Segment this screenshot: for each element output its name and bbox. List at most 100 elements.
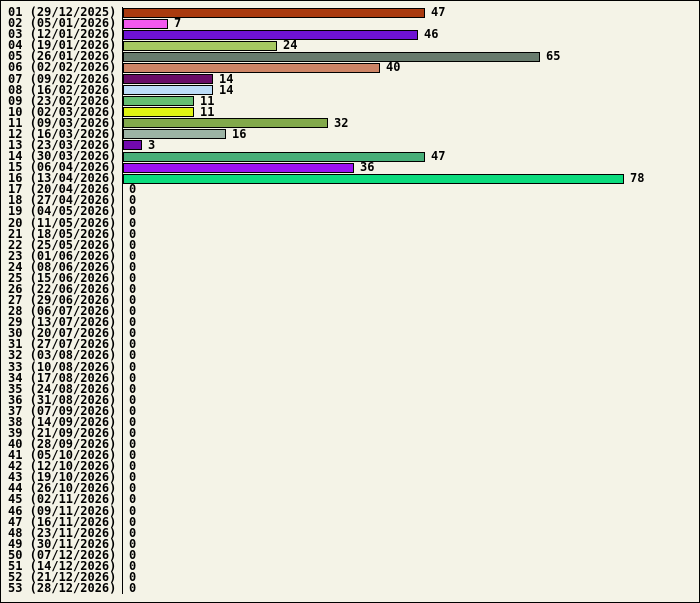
value-label: 3: [148, 137, 156, 152]
bar-area: 0: [122, 493, 699, 506]
week-label: 46 (09/11/2026): [8, 503, 117, 518]
value-label: 0: [129, 182, 137, 197]
bar-area: 0: [122, 558, 699, 573]
chart-row: 24 (08/06/2026) 0: [1, 259, 699, 274]
value-bar: [123, 140, 142, 151]
chart-row: 05 (26/01/2026) 65: [1, 49, 699, 64]
bar-area: 0: [122, 361, 699, 373]
week-label: 13 (23/03/2026): [8, 137, 117, 152]
value-label: 0: [129, 536, 137, 551]
value-label: 0: [129, 304, 137, 319]
value-label: 0: [129, 281, 137, 296]
week-label: 05 (26/01/2026): [8, 49, 117, 64]
bar-area: 24: [122, 38, 699, 53]
bar-area: 0: [122, 239, 699, 251]
value-bar: [123, 151, 425, 162]
bar-area: 78: [122, 172, 699, 185]
value-label: 47: [431, 149, 446, 164]
value-label: 36: [360, 160, 375, 175]
chart-row: 52 (21/12/2026) 0: [1, 571, 699, 584]
bar-area: 0: [122, 470, 699, 485]
bar-area: 0: [122, 272, 699, 284]
chart-row: 43 (19/10/2026) 0: [1, 470, 699, 485]
chart-row: 15 (06/04/2026) 36: [1, 160, 699, 175]
week-label: 24 (08/06/2026): [8, 259, 117, 274]
value-label: 0: [129, 226, 137, 241]
chart-row: 47 (16/11/2026) 0: [1, 514, 699, 529]
bar-area: 0: [122, 293, 699, 308]
bar-area: 3: [122, 137, 699, 152]
value-label: 0: [129, 437, 137, 452]
bar-area: 14: [122, 73, 699, 85]
chart-row: 41 (05/10/2026) 0: [1, 449, 699, 462]
week-label: 08 (16/02/2026): [8, 82, 117, 97]
bar-area: 0: [122, 337, 699, 352]
bar-area: 0: [122, 372, 699, 384]
chart-row: 30 (20/07/2026) 0: [1, 326, 699, 341]
chart-row: 09 (23/02/2026) 11: [1, 93, 699, 108]
value-label: 0: [129, 381, 137, 396]
chart-row: 29 (13/07/2026) 0: [1, 315, 699, 330]
chart-row: 39 (21/09/2026) 0: [1, 426, 699, 440]
value-label: 0: [129, 337, 137, 352]
value-label: 0: [129, 204, 137, 219]
week-label: 10 (02/03/2026): [8, 104, 117, 119]
value-label: 0: [129, 547, 137, 562]
bar-area: 0: [122, 426, 699, 440]
chart-row: 33 (10/08/2026) 0: [1, 361, 699, 373]
chart-row: 48 (23/11/2026) 0: [1, 525, 699, 540]
chart-row: 16 (13/04/2026) 78: [1, 172, 699, 185]
week-label: 50 (07/12/2026): [8, 547, 117, 562]
value-label: 0: [129, 326, 137, 341]
week-label: 02 (05/01/2026): [8, 16, 117, 31]
week-label: 20 (11/05/2026): [8, 215, 117, 230]
value-bar: [123, 51, 540, 62]
week-label: 39 (21/09/2026): [8, 426, 117, 440]
week-label: 09 (23/02/2026): [8, 93, 117, 108]
value-label: 0: [129, 558, 137, 573]
value-label: 0: [129, 426, 137, 440]
chart-row: 44 (26/10/2026) 0: [1, 482, 699, 495]
chart-row: 53 (28/12/2026) 0: [1, 582, 699, 595]
bar-area: 47: [122, 5, 699, 20]
value-label: 47: [431, 5, 446, 20]
bar-area: 0: [122, 315, 699, 330]
bar-area: 65: [122, 50, 699, 63]
chart-row: 45 (02/11/2026) 0: [1, 493, 699, 506]
value-label: 0: [129, 470, 137, 485]
value-label: 16: [232, 126, 247, 141]
bar-area: 0: [122, 571, 699, 584]
bar-area: 0: [122, 394, 699, 406]
chart-row: 22 (25/05/2026) 0: [1, 237, 699, 252]
week-label: 40 (28/09/2026): [8, 437, 117, 452]
week-label: 22 (25/05/2026): [8, 237, 117, 252]
value-bar: [123, 129, 226, 140]
bar-area: 40: [122, 61, 699, 74]
value-label: 24: [283, 38, 298, 53]
week-label: 19 (04/05/2026): [8, 204, 117, 219]
bar-area: 0: [122, 547, 699, 562]
week-label: 51 (14/12/2026): [8, 558, 117, 573]
value-label: 0: [129, 525, 137, 540]
week-label: 12 (16/03/2026): [8, 126, 117, 141]
week-label: 47 (16/11/2026): [8, 514, 117, 529]
chart-row: 32 (03/08/2026) 0: [1, 349, 699, 362]
bar-area: 46: [122, 28, 699, 41]
bar-area: 0: [122, 261, 699, 273]
week-label: 37 (07/09/2026): [8, 403, 117, 418]
value-label: 0: [129, 193, 137, 208]
chart-row: 34 (17/08/2026) 0: [1, 372, 699, 384]
week-label: 36 (31/08/2026): [8, 392, 117, 407]
chart-row: 26 (22/06/2026) 0: [1, 281, 699, 296]
chart-row: 51 (14/12/2026) 0: [1, 558, 699, 573]
bar-area: 0: [122, 449, 699, 462]
value-label: 0: [129, 315, 137, 330]
chart-row: 50 (07/12/2026) 0: [1, 547, 699, 562]
value-bar: [123, 62, 380, 73]
bar-area: 0: [122, 505, 699, 517]
value-label: 0: [129, 293, 137, 308]
chart-row: 42 (12/10/2026) 0: [1, 460, 699, 473]
chart-row: 35 (24/08/2026) 0: [1, 381, 699, 396]
bar-area: 16: [122, 126, 699, 141]
